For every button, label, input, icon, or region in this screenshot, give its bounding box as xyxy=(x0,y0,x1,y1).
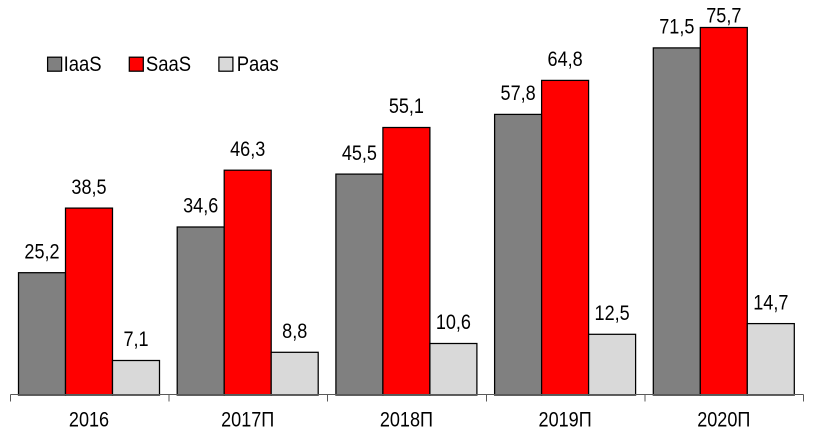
svg-text:2017П: 2017П xyxy=(221,408,274,432)
svg-text:2018П: 2018П xyxy=(380,408,433,432)
svg-text:64,8: 64,8 xyxy=(548,48,583,72)
svg-text:SaaS: SaaS xyxy=(146,53,191,76)
svg-text:46,3: 46,3 xyxy=(230,138,265,162)
svg-text:8,8: 8,8 xyxy=(282,320,307,344)
svg-text:38,5: 38,5 xyxy=(71,176,106,200)
svg-text:IaaS: IaaS xyxy=(64,53,102,76)
svg-text:57,8: 57,8 xyxy=(501,82,536,106)
svg-text:10,6: 10,6 xyxy=(436,311,471,335)
svg-text:55,1: 55,1 xyxy=(389,95,424,119)
svg-text:12,5: 12,5 xyxy=(595,302,630,326)
svg-text:45,5: 45,5 xyxy=(342,142,377,166)
svg-text:34,6: 34,6 xyxy=(183,194,218,218)
svg-text:75,7: 75,7 xyxy=(706,4,741,28)
svg-text:14,7: 14,7 xyxy=(753,291,788,315)
svg-text:2020П: 2020П xyxy=(697,408,750,432)
svg-text:2016: 2016 xyxy=(69,408,109,432)
svg-text:25,2: 25,2 xyxy=(24,240,59,264)
svg-text:71,5: 71,5 xyxy=(659,15,694,39)
svg-text:Paas: Paas xyxy=(237,53,279,76)
svg-text:7,1: 7,1 xyxy=(123,328,148,352)
svg-text:2019П: 2019П xyxy=(539,408,592,432)
